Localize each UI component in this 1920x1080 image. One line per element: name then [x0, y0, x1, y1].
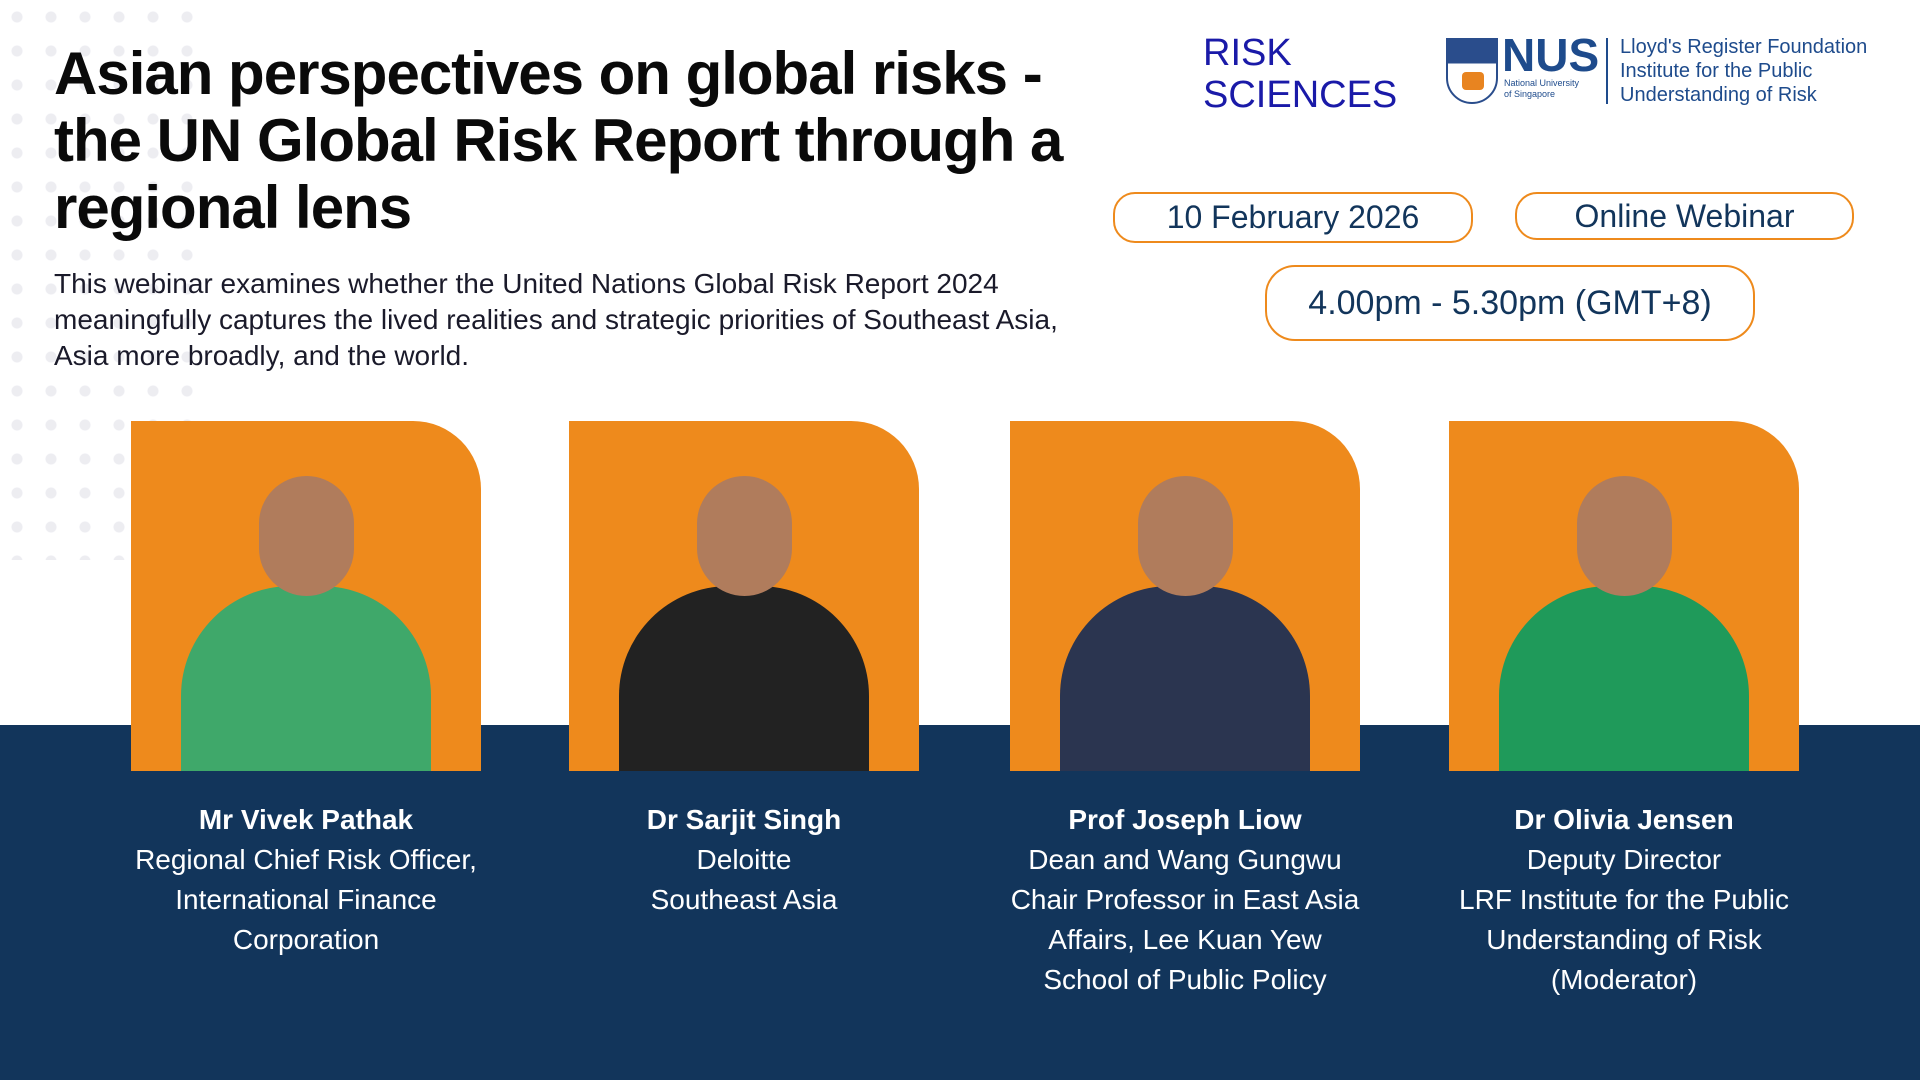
page-title: Asian perspectives on global risks - the… — [54, 40, 1063, 241]
speaker-role-line: International Finance — [175, 884, 437, 915]
time-pill: 4.00pm - 5.30pm (GMT+8) — [1265, 265, 1755, 341]
speaker-role-line: Dean and Wang Gungwu — [1028, 844, 1342, 875]
event-description: This webinar examines whether the United… — [54, 268, 1058, 371]
nus-logo: NUS — [1502, 29, 1600, 81]
date-pill: 10 February 2026 — [1113, 192, 1473, 243]
speaker-head — [1138, 476, 1233, 596]
speaker-body — [619, 586, 869, 771]
risk-sciences-logo: RISK SCIENCES — [1203, 32, 1398, 116]
logo-divider — [1606, 38, 1608, 104]
speaker-body — [1499, 586, 1749, 771]
speaker-role-line: Understanding of Risk — [1486, 924, 1762, 955]
speaker-role-line: Deputy Director — [1526, 844, 1722, 875]
speaker-head — [1577, 476, 1672, 596]
speaker-info: Prof Joseph Liow Dean and Wang Gungwu Chai… — [965, 800, 1405, 1000]
speaker-info: Dr Sarjit Singh Deloitte Southeast Asia — [524, 800, 964, 920]
speaker-name: Dr Sarjit Singh — [646, 804, 842, 835]
speaker-photo — [569, 421, 919, 771]
speaker-head — [259, 476, 354, 596]
speaker-role-line: School of Public Policy — [1043, 964, 1327, 995]
lrf-logo: Lloyd's Register Foundation Institute for… — [1620, 36, 1868, 106]
nus-subtitle: National University of Singapore — [1504, 78, 1580, 99]
speaker-role-line: Corporation — [232, 924, 380, 955]
speaker-role-line: LRF Institute for the Public — [1459, 884, 1789, 915]
navy-band — [0, 725, 1920, 1080]
speaker-name: Prof Joseph Liow — [1068, 804, 1302, 835]
speaker-head — [697, 476, 792, 596]
format-pill: Online Webinar — [1515, 192, 1854, 240]
speaker-name: Mr Vivek Pathak — [198, 804, 414, 835]
speaker-role-line: Deloitte — [696, 844, 792, 875]
speaker-info: Dr Olivia Jensen Deputy Director LRF Insti… — [1404, 800, 1844, 1000]
speaker-name: Dr Olivia Jensen — [1514, 804, 1734, 835]
speaker-photo — [131, 421, 481, 771]
speaker-role-line: (Moderator) — [1550, 964, 1698, 995]
nus-shield-icon — [1446, 38, 1498, 104]
speaker-photo — [1449, 421, 1799, 771]
speaker-photo — [1010, 421, 1360, 771]
speaker-role-line: Chair Professor in East Asia — [1010, 884, 1360, 915]
speaker-body — [1060, 586, 1310, 771]
speaker-body — [181, 586, 431, 771]
speaker-info: Mr Vivek Pathak Regional Chief Risk Offic… — [86, 800, 526, 960]
speaker-role-line: Southeast Asia — [650, 884, 838, 915]
speaker-role-line: Regional Chief Risk Officer, — [135, 844, 477, 875]
speaker-role-line: Affairs, Lee Kuan Yew — [1048, 924, 1322, 955]
